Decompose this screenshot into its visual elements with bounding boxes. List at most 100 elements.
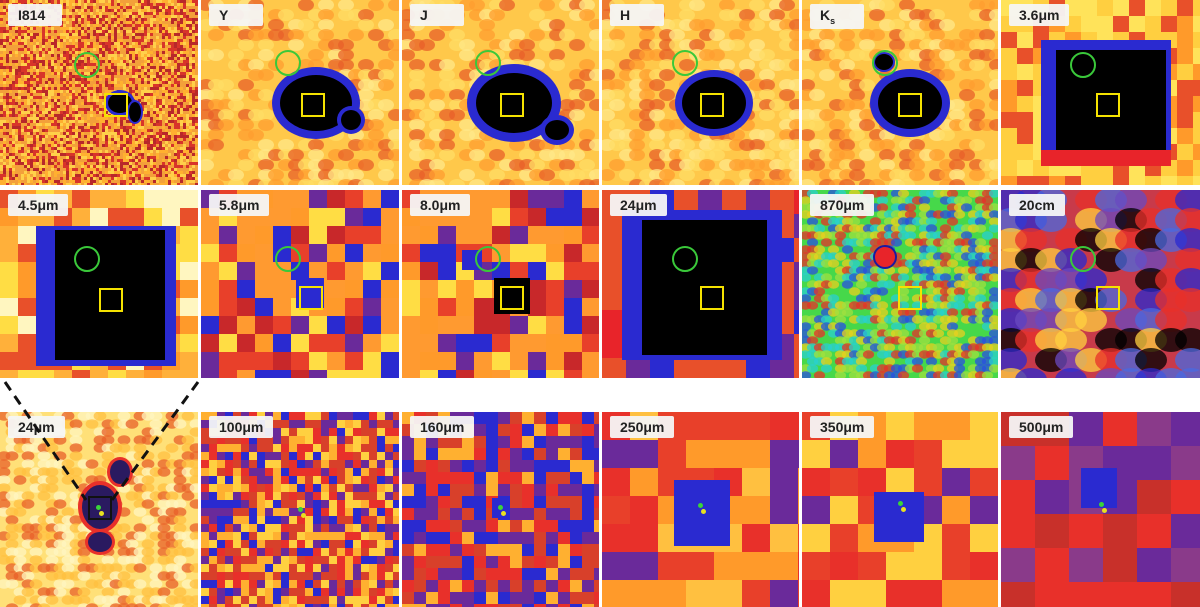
source-dot xyxy=(901,507,906,512)
counterpart-dot xyxy=(298,507,303,512)
source-dot xyxy=(1102,508,1107,513)
source-dot xyxy=(301,513,306,518)
panel-image xyxy=(0,0,198,185)
panel-8-0um: 8.0μm xyxy=(402,190,599,378)
panel-image xyxy=(802,412,998,607)
band-label: J xyxy=(410,4,464,26)
counterpart-dot xyxy=(898,501,903,506)
band-label: Ks xyxy=(810,4,864,29)
panel-image xyxy=(802,190,998,378)
source-square xyxy=(898,93,922,117)
band-label-text: 24μm xyxy=(620,197,657,213)
band-label-text: K xyxy=(820,7,831,23)
panel-160um: 160μm xyxy=(402,412,599,607)
band-label-subscript: s xyxy=(830,15,836,26)
panel-j: J xyxy=(402,0,599,185)
counterpart-dot xyxy=(1099,502,1104,507)
source-square xyxy=(1096,286,1120,310)
counterpart-circle xyxy=(872,50,898,76)
panel-24um-wide: 24μm xyxy=(0,412,198,607)
panel-250um: 250μm xyxy=(602,412,799,607)
band-label-text: 350μm xyxy=(820,419,865,435)
band-label-text: 100μm xyxy=(219,419,264,435)
band-label: 3.6μm xyxy=(1009,4,1070,26)
band-label: 24μm xyxy=(610,194,667,216)
counterpart-circle xyxy=(475,246,501,272)
band-label: 100μm xyxy=(209,416,274,438)
panel-870um: 870μm xyxy=(802,190,998,378)
band-label: 500μm xyxy=(1009,416,1074,438)
counterpart-circle xyxy=(672,246,698,272)
panel-i814: I814 xyxy=(0,0,198,185)
counterpart-circle xyxy=(1070,52,1096,78)
band-label: H xyxy=(610,4,664,26)
band-label-text: 8.0μm xyxy=(420,197,461,213)
panel-100um: 100μm xyxy=(201,412,399,607)
band-label-text: 24μm xyxy=(18,419,55,435)
counterpart-circle xyxy=(74,52,100,78)
counterpart-circle xyxy=(275,50,301,76)
source-dot xyxy=(501,511,506,516)
source-square xyxy=(500,93,524,117)
band-label-text: J xyxy=(420,7,428,23)
panel-image xyxy=(402,190,599,378)
panel-image xyxy=(201,412,399,607)
band-label: Y xyxy=(209,4,263,26)
panel-image xyxy=(0,190,198,378)
source-square xyxy=(99,288,123,312)
band-label: 4.5μm xyxy=(8,194,69,216)
band-label-text: Y xyxy=(219,7,229,23)
panel-h: H xyxy=(602,0,799,185)
band-label-text: 5.8μm xyxy=(219,197,260,213)
band-label: I814 xyxy=(8,4,62,26)
source-square xyxy=(301,93,325,117)
counterpart-dot xyxy=(498,505,503,510)
band-label-text: 250μm xyxy=(620,419,665,435)
submm-source-marker xyxy=(873,245,897,269)
band-label: 24μm xyxy=(8,416,65,438)
band-label: 250μm xyxy=(610,416,675,438)
source-square xyxy=(1096,93,1120,117)
panel-image xyxy=(1001,190,1200,378)
source-square xyxy=(700,286,724,310)
band-label-text: 3.6μm xyxy=(1019,7,1060,23)
panel-20cm: 20cm xyxy=(1001,190,1200,378)
panel-image xyxy=(602,0,799,185)
counterpart-circle xyxy=(672,50,698,76)
band-label-text: 500μm xyxy=(1019,419,1064,435)
counterpart-circle xyxy=(1070,246,1096,272)
panel-3-6um: 3.6μm xyxy=(1001,0,1200,185)
source-dot xyxy=(99,511,104,516)
band-label-text: 4.5μm xyxy=(18,197,59,213)
panel-350um: 350μm xyxy=(802,412,998,607)
band-label: 20cm xyxy=(1009,194,1065,216)
panel-500um: 500μm xyxy=(1001,412,1200,607)
band-label: 160μm xyxy=(410,416,475,438)
counterpart-circle xyxy=(74,246,100,272)
panel-image xyxy=(201,0,399,185)
source-square xyxy=(898,286,922,310)
panel-ks: Ks xyxy=(802,0,998,185)
band-label: 5.8μm xyxy=(209,194,270,216)
panel-image xyxy=(201,190,399,378)
panel-image xyxy=(1001,0,1200,185)
source-square xyxy=(500,286,524,310)
band-label: 350μm xyxy=(810,416,875,438)
counterpart-dot xyxy=(698,503,703,508)
panel-y: Y xyxy=(201,0,399,185)
band-label-text: H xyxy=(620,7,631,23)
panel-4-5um: 4.5μm xyxy=(0,190,198,378)
band-label-text: 20cm xyxy=(1019,197,1055,213)
band-label: 8.0μm xyxy=(410,194,471,216)
band-label: 870μm xyxy=(810,194,875,216)
panel-image xyxy=(1001,412,1200,607)
counterpart-dot xyxy=(96,505,101,510)
counterpart-circle xyxy=(475,50,501,76)
band-label-text: 870μm xyxy=(820,197,865,213)
counterpart-circle xyxy=(275,246,301,272)
band-label-text: I814 xyxy=(18,7,46,23)
source-square xyxy=(700,93,724,117)
panel-24um-zoom: 24μm xyxy=(602,190,799,378)
band-label-text: 160μm xyxy=(420,419,465,435)
source-square xyxy=(299,286,323,310)
